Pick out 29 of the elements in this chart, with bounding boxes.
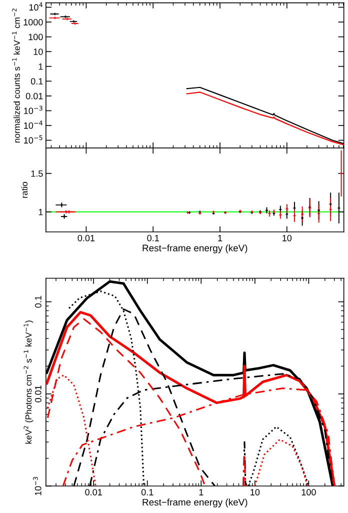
y-axis-title: ratio [21,182,28,198]
y-tick-label: 0.1 [30,78,43,85]
x-tick-label: 0.01 [85,489,102,496]
x-axis-title: Rest−frame energy (keV) [142,498,248,508]
y-tick-label: 10$^{−3}$ [24,106,42,114]
y-tick-label: 10$^{−4}$ [24,120,42,129]
y-tick-label: 1000 [24,19,43,26]
y-tick-label: 10$^{−3}$ [33,476,42,496]
x-tick-label: 0.1 [141,489,154,496]
y-tick-label: 10 [34,48,43,55]
x-axis-title: Rest−frame energy (keV) [142,244,248,254]
y-tick-label: 100 [28,34,43,40]
x-tick-label: 0.01 [78,234,95,242]
x-tick-label: 1 [199,489,204,496]
x-tick-label: 10 [250,489,260,496]
y-tick-label: 0.01 [26,92,43,100]
y-tick-label: 10$^{−5}$ [24,135,42,144]
y-axis-title: normalized counts s$^{−1}$ keV$^{−1}$ cm$^{−2}$ [12,8,20,143]
x-tick-label: 100 [302,489,316,496]
y-tick-label: 1 [38,63,43,70]
x-tick-label: 1 [218,234,222,242]
y-tick-label: 1.5 [31,170,43,177]
x-tick-label: 10 [282,234,292,242]
y-tick-label: 0.01 [34,386,42,402]
text: keV$^{2}$ (Photons cm$^{−2}$ s$^{−1}$ keV$^{−1}$) [24,320,34,444]
y-tick-label: 0.1 [34,296,42,308]
y-tick-label: 10$^{4}$ [29,2,43,11]
y-tick-label: 1 [38,208,43,216]
x-tick-label: 0.1 [147,234,159,242]
